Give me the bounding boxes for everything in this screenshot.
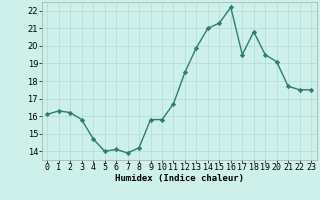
X-axis label: Humidex (Indice chaleur): Humidex (Indice chaleur) [115,174,244,183]
